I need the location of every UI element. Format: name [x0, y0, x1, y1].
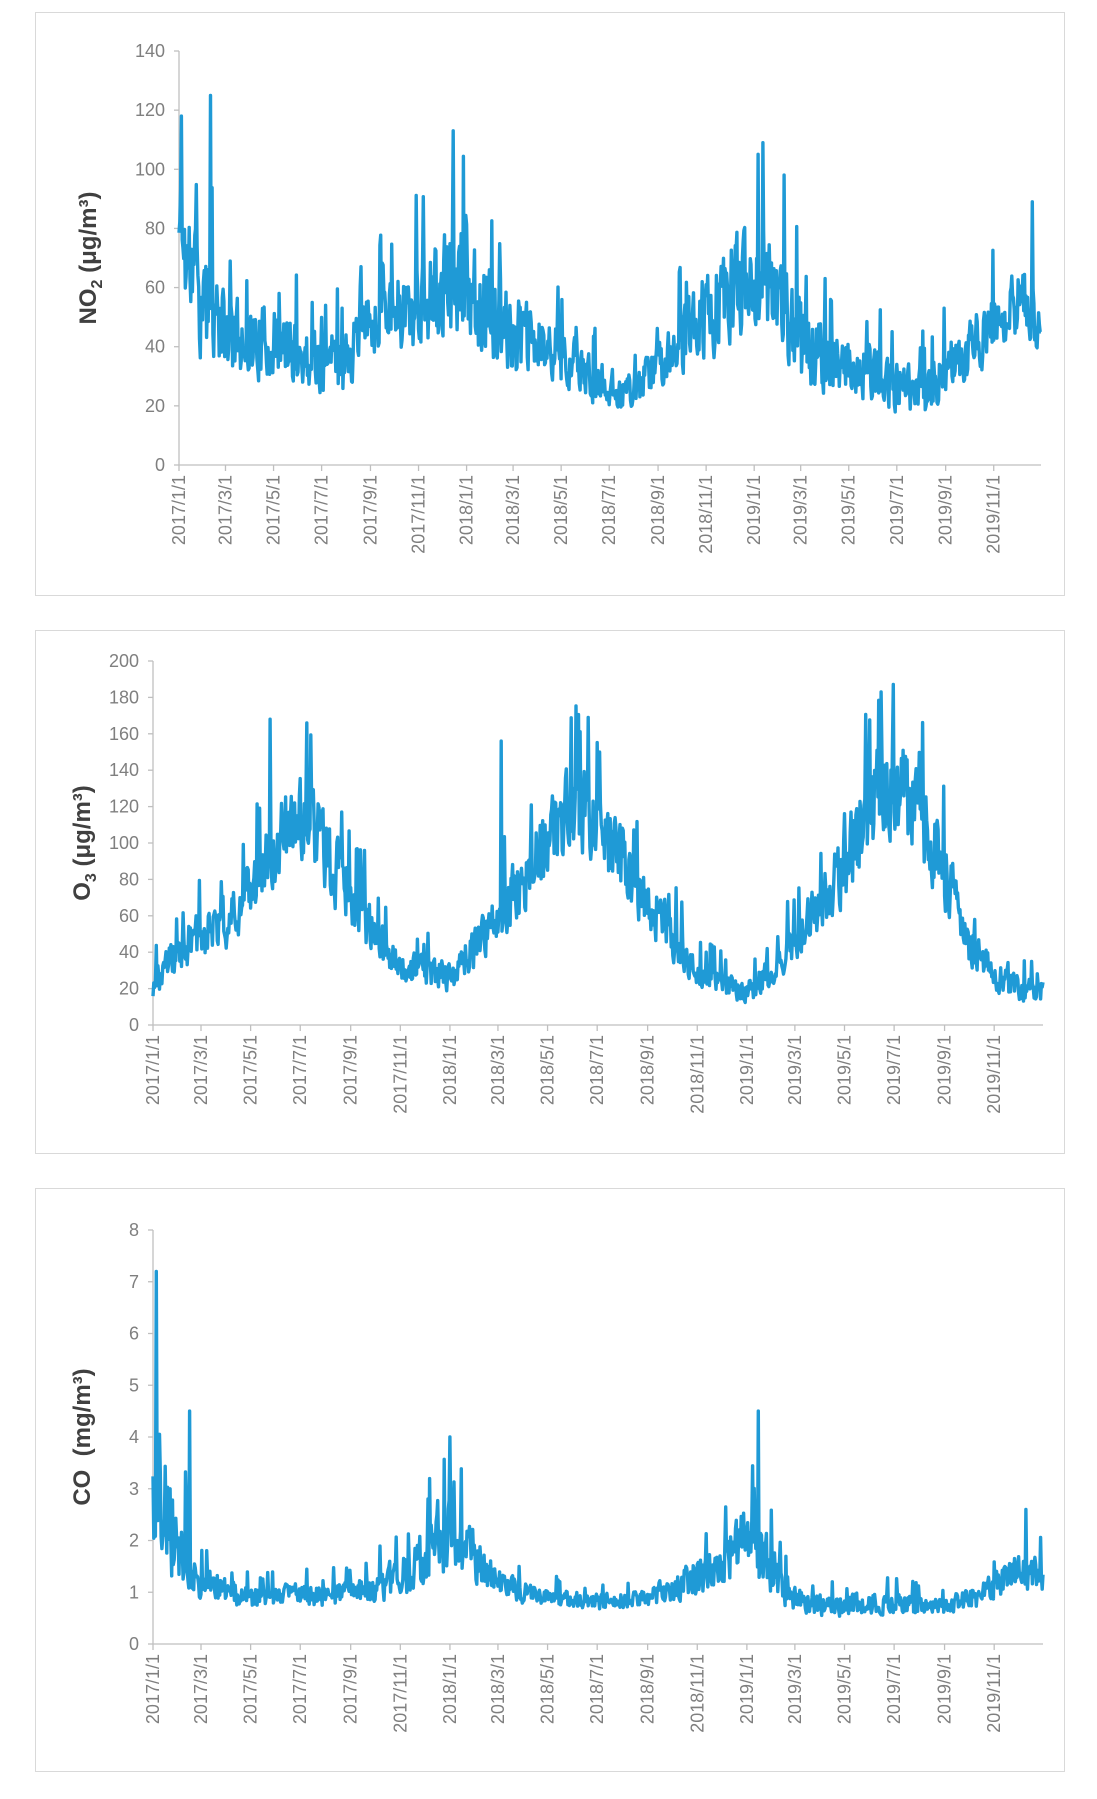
no2-y-axis-title: NO2 (μg/m³) — [75, 192, 106, 325]
co-chart-panel: 0 1 2 3 4 5 6 7 8 2017/1/1 2017/3/1 2017/5/1 2017/7/… — [35, 1188, 1065, 1772]
co-x-tick-label: 2018/5/1 — [538, 1654, 558, 1724]
co-y-tick-label: 1 — [129, 1582, 139, 1602]
co-y-tick-label: 4 — [129, 1427, 139, 1447]
co-x-tick-label: 2019/1/1 — [737, 1654, 757, 1724]
co-x-tick-label: 2017/1/1 — [143, 1654, 163, 1724]
co-series-line — [151, 1269, 1045, 1618]
no2-x-tick-label: 2017/9/1 — [360, 475, 380, 545]
o3-x-tick-label: 2017/1/1 — [143, 1035, 163, 1105]
o3-x-tick-label: 2018/1/1 — [440, 1035, 460, 1105]
co-y-tick-label: 8 — [129, 1220, 139, 1240]
o3-x-tick-label: 2019/7/1 — [884, 1035, 904, 1105]
co-y-axis-title: CO (mg/m³) — [69, 1368, 96, 1505]
co-x-tick-label: 2018/9/1 — [638, 1654, 658, 1724]
o3-series-line — [151, 682, 1045, 1005]
o3-x-tick-label: 2017/11/1 — [390, 1035, 410, 1114]
o3-y-tick-label: 20 — [119, 979, 139, 999]
co-x-tick-label: 2017/5/1 — [241, 1654, 261, 1724]
co-chart: 0 1 2 3 4 5 6 7 8 2017/1/1 2017/3/1 2017/5/1 2017/7/… — [69, 1220, 1045, 1733]
o3-chart: 0 20 40 60 80 100 120 140 160 180 200 2017/1/1 2017/… — [69, 651, 1045, 1114]
no2-x-tick-label: 2018/3/1 — [503, 475, 523, 545]
no2-series-line — [177, 93, 1042, 414]
co-x-tick-label: 2019/3/1 — [785, 1654, 805, 1724]
co-y-tick-label: 2 — [129, 1531, 139, 1551]
o3-y-tick-label: 40 — [119, 942, 139, 962]
no2-y-tick-label: 0 — [155, 455, 165, 475]
no2-x-tick-label: 2017/5/1 — [264, 475, 284, 545]
no2-y-tick-label: 120 — [135, 100, 165, 120]
no2-x-tick-label: 2019/5/1 — [839, 475, 859, 545]
co-x-tick-label: 2019/5/1 — [834, 1654, 854, 1724]
o3-x-tick-label: 2019/9/1 — [935, 1035, 955, 1105]
co-x-tick-label: 2018/7/1 — [587, 1654, 607, 1724]
no2-x-tick-label: 2018/1/1 — [457, 475, 477, 545]
no2-x-tick-label: 2018/7/1 — [599, 475, 619, 545]
o3-x-tick-label: 2017/9/1 — [341, 1035, 361, 1105]
o3-y-tick-label: 140 — [109, 760, 139, 780]
o3-x-tick-label: 2018/5/1 — [538, 1035, 558, 1105]
no2-x-tick-label: 2019/7/1 — [887, 475, 907, 545]
no2-y-tick-label: 140 — [135, 41, 165, 61]
co-x-tick-label: 2017/11/1 — [390, 1654, 410, 1733]
no2-x-tick-label: 2019/3/1 — [791, 475, 811, 545]
o3-y-tick-label: 80 — [119, 869, 139, 889]
co-y-tick-label: 6 — [129, 1324, 139, 1344]
o3-x-tick-label: 2017/3/1 — [191, 1035, 211, 1105]
co-x-tick-label: 2017/3/1 — [191, 1654, 211, 1724]
co-x-tick-label: 2019/9/1 — [935, 1654, 955, 1724]
no2-x-tick-label: 2019/1/1 — [744, 475, 764, 545]
co-x-tick-label: 2019/11/1 — [984, 1654, 1004, 1733]
co-x-tick-label: 2019/7/1 — [884, 1654, 904, 1724]
co-y-tick-label: 7 — [129, 1272, 139, 1292]
o3-y-tick-label: 0 — [129, 1015, 139, 1035]
no2-y-tick-label: 100 — [135, 159, 165, 179]
co-y-tick-label: 5 — [129, 1375, 139, 1395]
no2-x-tick-label: 2019/11/1 — [984, 475, 1004, 554]
o3-x-tick-label: 2017/7/1 — [290, 1035, 310, 1105]
no2-x-tick-label: 2017/1/1 — [169, 475, 189, 545]
o3-y-tick-label: 100 — [109, 833, 139, 853]
co-y-tick-label: 3 — [129, 1479, 139, 1499]
o3-y-tick-label: 160 — [109, 724, 139, 744]
o3-x-tick-label: 2019/1/1 — [737, 1035, 757, 1105]
o3-x-tick-label: 2019/11/1 — [984, 1035, 1004, 1114]
no2-y-tick-label: 40 — [145, 337, 165, 357]
o3-y-tick-label: 200 — [109, 651, 139, 671]
o3-x-tick-label: 2018/11/1 — [687, 1035, 707, 1114]
o3-y-tick-label: 60 — [119, 906, 139, 926]
o3-x-tick-label: 2018/3/1 — [488, 1035, 508, 1105]
co-x-tick-label: 2017/7/1 — [290, 1654, 310, 1724]
no2-x-tick-label: 2017/7/1 — [312, 475, 332, 545]
no2-y-tick-label: 80 — [145, 218, 165, 238]
no2-y-tick-label: 20 — [145, 396, 165, 416]
no2-chart: 0 20 40 60 80 100 120 140 2017/1/1 2017/3/1 2017/5… — [75, 41, 1042, 554]
no2-y-tick-label: 60 — [145, 278, 165, 298]
no2-x-tick-label: 2018/5/1 — [551, 475, 571, 545]
o3-x-tick-label: 2018/7/1 — [587, 1035, 607, 1105]
o3-y-tick-label: 180 — [109, 687, 139, 707]
no2-x-tick-label: 2018/11/1 — [696, 475, 716, 554]
no2-chart-panel: 0 20 40 60 80 100 120 140 2017/1/1 2017/3/1 2017/5… — [35, 12, 1065, 596]
co-x-tick-label: 2018/3/1 — [488, 1654, 508, 1724]
co-x-tick-label: 2018/11/1 — [687, 1654, 707, 1733]
o3-x-tick-label: 2019/5/1 — [834, 1035, 854, 1105]
no2-x-tick-label: 2017/11/1 — [409, 475, 429, 554]
co-x-tick-label: 2017/9/1 — [341, 1654, 361, 1724]
no2-x-tick-label: 2017/3/1 — [215, 475, 235, 545]
no2-x-tick-label: 2019/9/1 — [936, 475, 956, 545]
co-x-tick-label: 2018/1/1 — [440, 1654, 460, 1724]
no2-x-tick-label: 2018/9/1 — [648, 475, 668, 545]
o3-chart-panel: 0 20 40 60 80 100 120 140 160 180 200 2017/1/1 2017/… — [35, 630, 1065, 1154]
o3-x-tick-label: 2018/9/1 — [638, 1035, 658, 1105]
o3-x-tick-label: 2017/5/1 — [241, 1035, 261, 1105]
co-y-tick-label: 0 — [129, 1634, 139, 1654]
o3-y-tick-label: 120 — [109, 797, 139, 817]
o3-x-tick-label: 2019/3/1 — [785, 1035, 805, 1105]
o3-y-axis-title: O3 (μg/m³) — [69, 785, 100, 901]
